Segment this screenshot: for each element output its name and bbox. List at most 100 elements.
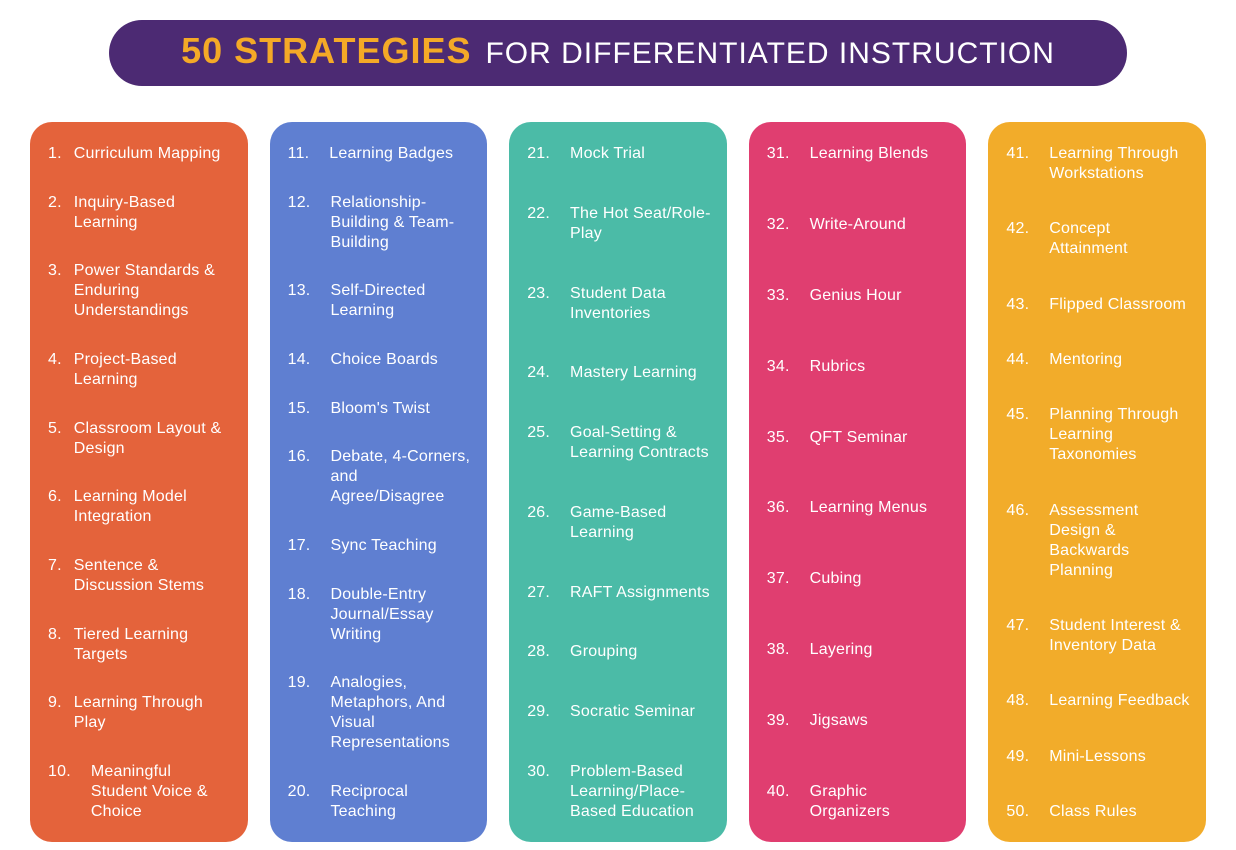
strategy-number: 35.: [767, 428, 790, 448]
strategy-label: Classroom Layout & Design: [68, 419, 232, 459]
strategy-number: 47.: [1006, 616, 1029, 656]
strategy-item: 6.Learning Model Integration: [48, 487, 232, 527]
strategy-number: 15.: [288, 399, 311, 419]
strategy-label: Student Data Inventories: [556, 284, 711, 324]
strategy-number: 41.: [1006, 144, 1029, 184]
strategy-item: 50. Class Rules: [1006, 802, 1190, 822]
strategy-item: 14.Choice Boards: [288, 350, 472, 370]
strategy-number: 14.: [288, 350, 311, 370]
strategy-item: 26. Game-Based Learning: [527, 503, 711, 543]
strategy-number: 38.: [767, 640, 790, 660]
strategy-item: 37.Cubing: [767, 569, 951, 589]
strategy-label: Learning Blends: [796, 144, 951, 164]
strategy-item: 33.Genius Hour: [767, 286, 951, 306]
strategy-item: 2.Inquiry-Based Learning: [48, 193, 232, 233]
strategy-number: 48.: [1006, 691, 1029, 711]
strategy-label: Layering: [796, 640, 951, 660]
strategy-number: 23.: [527, 284, 550, 324]
strategy-list: 41.Learning Through Workstations42.Conce…: [1006, 144, 1190, 822]
strategy-number: 27.: [527, 583, 550, 603]
strategy-label: Mini-Lessons: [1035, 747, 1190, 767]
strategy-label: Grouping: [556, 642, 711, 662]
strategy-label: Power Standards & Enduring Understanding…: [68, 261, 232, 321]
strategy-item: 34.Rubrics: [767, 357, 951, 377]
strategy-label: Bloom's Twist: [316, 399, 471, 419]
strategy-item: 45.Planning Through Learning Taxonomies: [1006, 405, 1190, 465]
strategy-item: 29.Socratic Seminar: [527, 702, 711, 722]
strategy-label: Cubing: [796, 569, 951, 589]
strategy-item: 12.Relationship-Building & Team-Building: [288, 193, 472, 253]
strategy-label: Graphic Organizers: [796, 782, 951, 822]
columns-container: 1.Curriculum Mapping 2.Inquiry-Based Lear…: [30, 122, 1206, 842]
strategy-number: 30.: [527, 762, 550, 822]
strategy-number: 10.: [48, 762, 71, 822]
strategy-item: 40. Graphic Organizers: [767, 782, 951, 822]
strategy-label: Double-Entry Journal/Essay Writing: [316, 585, 471, 645]
strategy-label: Learning Feedback: [1035, 691, 1190, 711]
strategy-item: 10.Meaningful Student Voice & Choice: [48, 762, 232, 822]
strategy-number: 50.: [1006, 802, 1029, 822]
strategy-number: 26.: [527, 503, 550, 543]
strategy-item: 48. Learning Feedback: [1006, 691, 1190, 711]
strategy-number: 36.: [767, 498, 790, 518]
strategy-item: 44.Mentoring: [1006, 350, 1190, 370]
strategy-label: Socratic Seminar: [556, 702, 711, 722]
strategy-label: Class Rules: [1035, 802, 1190, 822]
strategy-label: Analogies, Metaphors, And Visual Represe…: [316, 673, 471, 753]
strategy-label: Problem-Based Learning/Place-Based Educa…: [556, 762, 711, 822]
strategy-column-5: 41.Learning Through Workstations42.Conce…: [988, 122, 1206, 842]
strategy-item: 17.Sync Teaching: [288, 536, 472, 556]
strategy-number: 20.: [288, 782, 311, 822]
strategy-item: 35. QFT Seminar: [767, 428, 951, 448]
strategy-item: 8.Tiered Learning Targets: [48, 625, 232, 665]
strategy-item: 46.Assessment Design & Backwards Plannin…: [1006, 501, 1190, 581]
strategy-item: 39.Jigsaws: [767, 711, 951, 731]
strategy-label: Learning Menus: [796, 498, 951, 518]
strategy-item: 5.Classroom Layout & Design: [48, 419, 232, 459]
strategy-number: 49.: [1006, 747, 1029, 767]
strategy-label: Game-Based Learning: [556, 503, 711, 543]
strategy-item: 22.The Hot Seat/Role-Play: [527, 204, 711, 244]
strategy-label: Rubrics: [796, 357, 951, 377]
strategy-item: 28.Grouping: [527, 642, 711, 662]
strategy-column-3: 21.Mock Trial22.The Hot Seat/Role-Play23…: [509, 122, 727, 842]
strategy-item: 24.Mastery Learning: [527, 363, 711, 383]
strategy-number: 12.: [288, 193, 311, 253]
strategy-number: 19.: [288, 673, 311, 753]
strategy-item: 1.Curriculum Mapping: [48, 144, 232, 164]
strategy-label: QFT Seminar: [796, 428, 951, 448]
strategy-item: 30. Problem-Based Learning/Place-Based Ed…: [527, 762, 711, 822]
strategy-number: 44.: [1006, 350, 1029, 370]
strategy-label: Learning Badges: [315, 144, 471, 164]
strategy-number: 7.: [48, 556, 62, 596]
strategy-item: 20.Reciprocal Teaching: [288, 782, 472, 822]
strategy-number: 8.: [48, 625, 62, 665]
strategy-number: 13.: [288, 281, 311, 321]
strategy-list: 31. Learning Blends 32.Write-Around 33.Geni…: [767, 144, 951, 822]
strategy-label: Learning Through Play: [68, 693, 232, 733]
strategy-number: 9.: [48, 693, 62, 733]
strategy-column-4: 31. Learning Blends 32.Write-Around 33.Geni…: [749, 122, 967, 842]
strategy-label: The Hot Seat/Role-Play: [556, 204, 711, 244]
strategy-label: Mock Trial: [556, 144, 711, 164]
strategy-label: Flipped Classroom: [1035, 295, 1190, 315]
strategy-item: 4.Project-Based Learning: [48, 350, 232, 390]
strategy-item: 23. Student Data Inventories: [527, 284, 711, 324]
strategy-number: 42.: [1006, 219, 1029, 259]
strategy-item: 7.Sentence & Discussion Stems: [48, 556, 232, 596]
strategy-number: 11.: [288, 144, 310, 164]
strategy-label: Inquiry-Based Learning: [68, 193, 232, 233]
strategy-item: 3.Power Standards & Enduring Understandi…: [48, 261, 232, 321]
strategy-label: RAFT Assignments: [556, 583, 711, 603]
strategy-number: 5.: [48, 419, 62, 459]
strategy-label: Relationship-Building & Team-Building: [316, 193, 471, 253]
strategy-number: 31.: [767, 144, 790, 164]
strategy-number: 40.: [767, 782, 790, 822]
strategy-item: 32.Write-Around: [767, 215, 951, 235]
strategy-label: Assessment Design & Backwards Planning: [1035, 501, 1190, 581]
strategy-item: 16.Debate, 4-Corners, and Agree/Disagree: [288, 447, 472, 507]
strategy-item: 42.Concept Attainment: [1006, 219, 1190, 259]
strategy-label: Mastery Learning: [556, 363, 711, 383]
strategy-label: Sync Teaching: [316, 536, 471, 556]
strategy-item: 27. RAFT Assignments: [527, 583, 711, 603]
